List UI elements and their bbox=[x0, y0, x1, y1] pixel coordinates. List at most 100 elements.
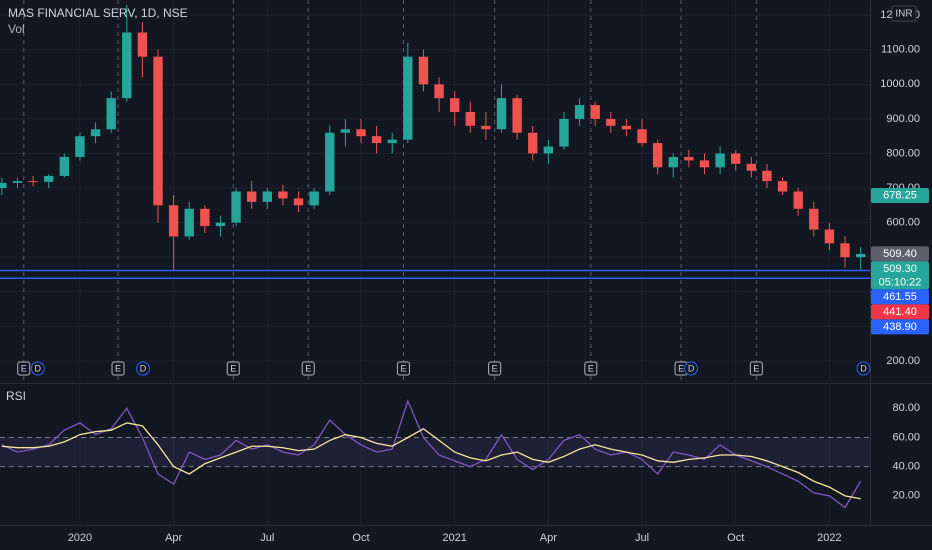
candle-body bbox=[590, 105, 600, 119]
candle-body bbox=[528, 132, 538, 154]
candle-body bbox=[200, 208, 210, 227]
candle-body bbox=[262, 191, 272, 202]
event-marker bbox=[856, 361, 871, 376]
event-label: E bbox=[21, 363, 27, 373]
y-tick-label: 800.00 bbox=[886, 147, 920, 159]
candle-body bbox=[496, 98, 507, 130]
rsi-tick-label: 60.00 bbox=[892, 431, 920, 443]
y-tick-label: 1100.00 bbox=[881, 44, 920, 56]
candle-body bbox=[184, 208, 194, 237]
price-label-box bbox=[871, 188, 929, 204]
candle-body bbox=[699, 160, 710, 168]
event-marker bbox=[17, 361, 31, 376]
rsi-line bbox=[1, 422, 861, 500]
price-label: 509.40 bbox=[883, 248, 917, 260]
rsi-tick-label: 40.00 bbox=[892, 461, 920, 473]
candle-body bbox=[75, 136, 85, 157]
event-label: E bbox=[678, 363, 684, 373]
candle-body bbox=[0, 182, 7, 189]
x-tick-label: 2022 bbox=[817, 532, 841, 544]
candle-body bbox=[325, 132, 335, 192]
event-label: D bbox=[140, 363, 147, 373]
x-tick-label: Apr bbox=[165, 532, 182, 544]
rsi-line bbox=[1, 399, 862, 509]
candle-body bbox=[122, 32, 132, 99]
y-tick-label: 1000.00 bbox=[880, 78, 920, 90]
candle-body bbox=[168, 205, 179, 237]
candle-body bbox=[481, 125, 491, 130]
x-tick-label: 2021 bbox=[442, 532, 466, 544]
candle-body bbox=[684, 156, 694, 161]
candle-body bbox=[668, 156, 678, 168]
rsi-tick-label: 20.00 bbox=[892, 490, 920, 502]
candle-body bbox=[606, 118, 616, 126]
candle-body bbox=[137, 32, 148, 57]
price-label-box bbox=[871, 289, 929, 305]
candle-body bbox=[44, 175, 54, 182]
event-marker bbox=[111, 361, 125, 376]
candle-body bbox=[418, 56, 429, 85]
candle-body bbox=[574, 105, 585, 119]
x-tick-label: Jul bbox=[635, 532, 649, 544]
event-marker bbox=[136, 361, 151, 376]
candle-body bbox=[840, 243, 850, 258]
candle-body bbox=[278, 191, 288, 199]
candle-body bbox=[621, 125, 632, 130]
candle-body bbox=[90, 129, 101, 137]
candle-body bbox=[809, 208, 819, 230]
candle-body bbox=[559, 118, 569, 147]
price-label-box bbox=[871, 304, 929, 320]
event-marker bbox=[684, 361, 699, 376]
candle-body bbox=[371, 136, 382, 144]
candle-body bbox=[715, 153, 725, 168]
x-tick-label: Oct bbox=[352, 532, 369, 544]
candle-body bbox=[746, 163, 757, 171]
event-marker bbox=[488, 361, 502, 376]
event-marker bbox=[584, 361, 598, 376]
candle-body bbox=[465, 111, 475, 126]
candle-body bbox=[293, 198, 304, 206]
candle-body bbox=[543, 146, 554, 154]
event-label: D bbox=[688, 363, 695, 373]
y-tick-label: 900.00 bbox=[886, 113, 920, 125]
y-tick-label: 200.00 bbox=[886, 355, 920, 367]
candle-body bbox=[356, 129, 366, 137]
candle-body bbox=[28, 181, 38, 183]
event-marker bbox=[396, 361, 410, 376]
candle-body bbox=[512, 98, 522, 133]
candle-body bbox=[12, 181, 23, 183]
rsi-band bbox=[0, 437, 870, 467]
event-label: E bbox=[588, 363, 594, 373]
event-label: E bbox=[400, 363, 406, 373]
candle-body bbox=[855, 253, 866, 258]
candle-body bbox=[106, 98, 116, 130]
grid bbox=[23, 0, 757, 383]
price-label-box bbox=[871, 261, 929, 290]
price-label-box bbox=[871, 246, 929, 262]
x-tick-label: Jul bbox=[260, 532, 274, 544]
candle-body bbox=[403, 56, 413, 140]
candle-body bbox=[449, 98, 460, 112]
candle-body bbox=[231, 191, 241, 223]
event-label: D bbox=[35, 363, 42, 373]
candle-body bbox=[777, 181, 788, 192]
price-label: 461.55 bbox=[883, 291, 917, 303]
candle-body bbox=[153, 56, 163, 206]
candle-body bbox=[824, 229, 835, 244]
rsi-tick-label: 80.00 bbox=[892, 402, 920, 414]
event-marker bbox=[226, 361, 240, 376]
x-tick-label: Apr bbox=[540, 532, 557, 544]
y-tick-label: 600.00 bbox=[886, 217, 920, 229]
countdown: 05:10:22 bbox=[879, 276, 922, 288]
candle-body bbox=[637, 129, 647, 144]
candle-body bbox=[434, 84, 444, 99]
candle-body bbox=[793, 191, 803, 209]
candle-body bbox=[309, 191, 319, 206]
candle-body bbox=[340, 129, 351, 133]
event-marker bbox=[749, 361, 763, 376]
event-marker bbox=[30, 361, 45, 376]
